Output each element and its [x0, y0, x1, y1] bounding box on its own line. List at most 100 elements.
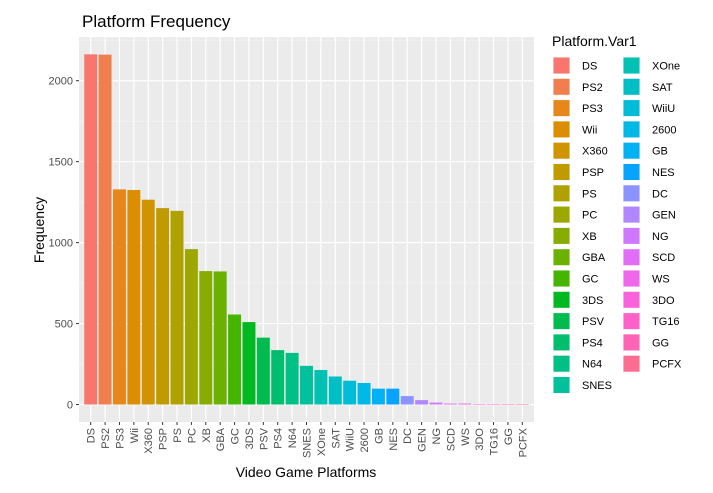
bar-PSV [256, 337, 270, 405]
x-tick-label: WiiU [345, 428, 357, 451]
bar-PSP [156, 208, 170, 405]
legend-label: Wii [582, 124, 597, 136]
legend-label: XB [582, 231, 597, 243]
x-axis-label: Video Game Platforms [236, 464, 377, 480]
legend-label: NES [652, 167, 675, 179]
x-tick-label: PS3 [114, 428, 126, 449]
x-tick-label: DC [402, 428, 414, 444]
bar-PS2 [98, 54, 112, 405]
bar-DC [400, 396, 414, 405]
legend-swatch-X360 [553, 142, 570, 159]
x-tick-label: PSV [258, 427, 270, 450]
bar-XOne [314, 370, 328, 405]
x-tick-label: PC [186, 428, 198, 443]
legend-label: WiiU [652, 103, 675, 115]
y-tick-label: 1500 [49, 157, 73, 169]
legend-swatch-PSP [553, 164, 570, 180]
legend-title: Platform.Var1 [552, 33, 637, 49]
y-axis: 0 500 1000 1500 2000 [49, 76, 79, 412]
legend-label: GB [652, 146, 668, 158]
bar-WS [458, 403, 472, 405]
legend: DS PS2 PS3 Wii X360 PSP PS PC XB GBA GC 3DS PSV PS4 N6… [553, 57, 682, 394]
legend-swatch-WiiU [623, 100, 640, 117]
bar-PCFX [515, 404, 529, 405]
bar-2600 [357, 382, 371, 405]
legend-swatch-PC [553, 206, 570, 223]
legend-swatch-TG16 [623, 313, 640, 330]
legend-swatch-PCFX [623, 355, 640, 372]
legend-swatch-XOne [623, 57, 640, 74]
legend-swatch-SCD [623, 249, 640, 266]
legend-swatch-GG [623, 334, 640, 351]
bar-3DO [472, 404, 486, 405]
x-tick-label: GB [373, 428, 385, 444]
legend-label: DS [582, 61, 597, 73]
legend-label: GG [652, 337, 669, 349]
x-axis: DS PS2 PS3 Wii X360 PSP PS PC XB GBA GC 3DS PSV PS4 N6… [86, 422, 529, 458]
legend-swatch-PS3 [553, 100, 570, 117]
bar-GC [228, 314, 242, 405]
legend-label: 3DS [582, 295, 603, 307]
legend-swatch-NES [623, 164, 640, 180]
legend-label: NG [652, 231, 669, 243]
legend-swatch-WS [623, 270, 640, 287]
y-tick-label: 0 [67, 400, 73, 412]
legend-label: GEN [652, 210, 676, 222]
x-tick-label: PS [172, 428, 184, 443]
x-tick-label: GBA [215, 427, 227, 451]
x-tick-label: GC [230, 428, 242, 445]
bar-SNES [300, 365, 313, 405]
legend-swatch-DS [553, 57, 570, 74]
legend-swatch-NG [623, 227, 640, 244]
legend-swatch-GBA [553, 249, 570, 266]
y-tick-label: 1000 [49, 238, 73, 250]
legend-label: SCD [652, 252, 675, 264]
x-tick-label: 3DS [244, 428, 256, 449]
x-tick-label: PCFX [517, 427, 529, 457]
bar-GB [371, 388, 385, 405]
bar-XB [199, 271, 213, 405]
bar-Wii [127, 189, 141, 405]
legend-label: GC [582, 274, 599, 286]
legend-swatch-2600 [623, 121, 640, 138]
legend-swatch-SAT [623, 78, 640, 95]
x-tick-label: XOne [316, 428, 328, 456]
y-tick-label: 2000 [49, 76, 73, 88]
x-tick-label: WS [460, 428, 472, 446]
x-tick-label: GG [503, 428, 515, 445]
legend-label: PS4 [582, 337, 603, 349]
legend-swatch-PS [553, 185, 570, 202]
legend-swatch-Wii [553, 121, 570, 138]
bar-TG16 [487, 404, 501, 405]
bars [84, 54, 529, 405]
legend-swatch-3DO [623, 291, 640, 308]
x-tick-label: NES [388, 428, 400, 451]
legend-label: PSV [582, 316, 605, 328]
bar-X360 [141, 199, 155, 405]
legend-label: SNES [582, 380, 612, 392]
bar-SAT [328, 376, 342, 405]
legend-label: SAT [652, 82, 673, 94]
legend-swatch-SNES [553, 377, 570, 393]
bar-GEN [415, 400, 429, 405]
legend-swatch-PSV [553, 313, 570, 330]
legend-label: PC [582, 210, 597, 222]
x-tick-label: XB [201, 428, 213, 443]
bar-3DS [242, 322, 256, 405]
legend-label: WS [652, 274, 670, 286]
bar-SCD [443, 403, 457, 405]
legend-swatch-PS4 [553, 334, 570, 351]
legend-swatch-XB [553, 227, 570, 244]
chart-title: Platform Frequency [82, 12, 231, 31]
x-tick-label: 2600 [359, 428, 371, 452]
bar-NG [429, 402, 443, 405]
x-tick-label: SNES [302, 428, 314, 458]
legend-label: XOne [652, 61, 680, 73]
legend-swatch-GB [623, 142, 640, 159]
legend-swatch-GEN [623, 206, 640, 223]
y-axis-label: Frequency [31, 197, 47, 263]
y-tick-label: 500 [55, 319, 73, 331]
legend-label: PS [582, 188, 597, 200]
x-tick-label: SCD [445, 428, 457, 451]
